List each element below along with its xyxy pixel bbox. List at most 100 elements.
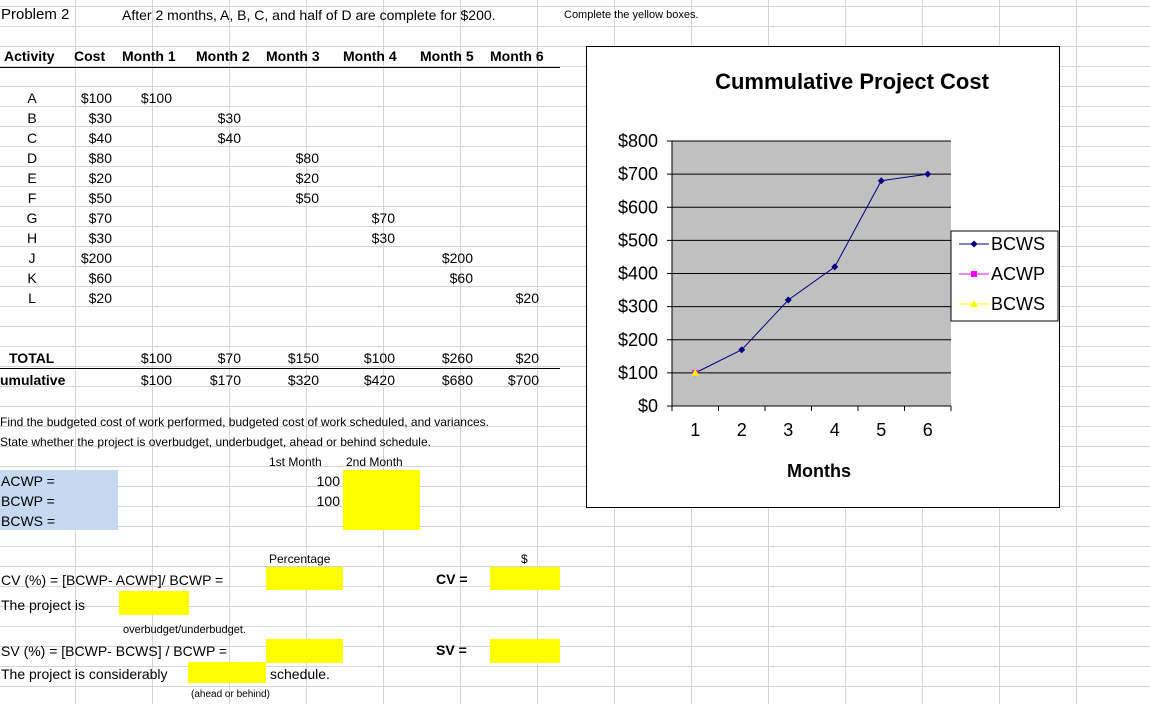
activity-id: J (28, 250, 36, 266)
second-month-header: 2nd Month (346, 455, 403, 469)
total-value: $150 (287, 350, 319, 366)
column-header-month-3: Month 3 (266, 48, 320, 64)
label-highlight (0, 470, 118, 530)
month-value: $30 (371, 230, 395, 246)
total-value: $100 (363, 350, 395, 366)
total-value: $20 (515, 350, 539, 366)
activity-id: B (27, 110, 37, 126)
cumulative-value: $100 (140, 372, 172, 388)
project-is-text: The project is (1, 597, 86, 613)
legend-marker (970, 300, 978, 307)
activity-cost: $20 (88, 170, 112, 186)
legend-label: BCWS (991, 234, 1045, 254)
header-underline (0, 67, 560, 68)
data-point (831, 263, 839, 271)
month-value: $80 (295, 150, 319, 166)
activity-cost: $30 (88, 110, 112, 126)
column-header-cost: Cost (74, 48, 106, 64)
activity-id: L (28, 290, 36, 306)
month-value: $20 (515, 290, 539, 306)
cumulative-value: $170 (209, 372, 241, 388)
y-tick-label: $500 (618, 230, 658, 250)
first-month-header: 1st Month (269, 455, 322, 469)
cumulative-value: $420 (363, 372, 395, 388)
question-line-1: Find the budgeted cost of work performed… (0, 415, 489, 429)
activity-id: D (26, 150, 38, 166)
bcws-label: BCWS = (1, 513, 56, 529)
column-header-month-6: Month 6 (490, 48, 544, 64)
y-tick-label: $400 (618, 264, 658, 284)
month-value: $20 (295, 170, 319, 186)
y-tick-label: $300 (618, 297, 658, 317)
total-value: $100 (140, 350, 172, 366)
data-point (691, 368, 700, 376)
chart-container: Cummulative Project Cost $0 $100 $200 $300 $4… (586, 46, 1060, 508)
activity-id: H (26, 230, 38, 246)
column-header-month-4: Month 4 (343, 48, 397, 64)
column-header-month-1: Month 1 (122, 48, 176, 64)
y-tick-label: $0 (638, 396, 658, 416)
month-value: $200 (441, 250, 473, 266)
data-point (738, 346, 746, 354)
cv-dollar-box[interactable] (490, 567, 560, 590)
percentage-header: Percentage (269, 552, 331, 566)
budget-status-box[interactable] (119, 591, 189, 615)
activity-cost: $80 (88, 150, 112, 166)
sv-percent-box[interactable] (266, 639, 343, 663)
data-point (924, 170, 932, 178)
activity-cost: $40 (88, 130, 112, 146)
schedule-text: schedule. (270, 666, 330, 682)
question-line-2: State whether the project is overbudget,… (0, 435, 431, 449)
over-under-hint: overbudget/underbudget. (123, 624, 246, 636)
y-tick-label: $700 (618, 164, 658, 184)
x-tick-label: 4 (830, 420, 840, 440)
total-divider (0, 368, 560, 369)
activity-cost: $200 (80, 250, 112, 266)
month-value: $70 (371, 210, 395, 226)
x-tick-label: 1 (690, 420, 700, 440)
cumulative-cost-chart: Cummulative Project Cost $0 $100 $200 $300 $4… (618, 69, 1059, 481)
legend-label: BCWS (991, 294, 1045, 314)
cumulative-value: $700 (507, 372, 539, 388)
activity-cost: $100 (80, 90, 112, 106)
x-tick-label: 3 (783, 420, 793, 440)
cumulative-value: $320 (287, 372, 319, 388)
cumulative-label: umulative (0, 372, 66, 388)
column-header-activity: Activity (4, 48, 55, 64)
schedule-status-box[interactable] (188, 662, 266, 683)
legend-marker (971, 271, 977, 277)
month-value: $60 (449, 270, 473, 286)
activity-id: F (27, 190, 37, 206)
project-considerably-text: The project is considerably (1, 666, 168, 682)
legend-marker (970, 240, 978, 248)
column-header-month-5: Month 5 (420, 48, 474, 64)
month2-answer-boxes[interactable] (343, 470, 420, 530)
cumulative-value: $680 (441, 372, 473, 388)
data-point (877, 177, 885, 185)
column-header-month-2: Month 2 (196, 48, 250, 64)
activity-cost: $30 (88, 230, 112, 246)
month-value: $30 (217, 110, 241, 126)
legend-box (950, 230, 1059, 322)
activity-id: A (27, 90, 37, 106)
bcwp-label: BCWP = (1, 493, 55, 509)
y-tick-label: $800 (618, 131, 658, 151)
legend-label: ACWP (991, 264, 1045, 284)
cv-percent-box[interactable] (266, 567, 343, 590)
data-point (784, 296, 792, 304)
x-tick-label: 6 (923, 420, 933, 440)
activity-cost: $70 (88, 210, 112, 226)
activity-cost: $20 (88, 290, 112, 306)
sv-dollar-box[interactable] (490, 639, 560, 663)
activity-cost: $60 (88, 270, 112, 286)
dollar-header: $ (521, 552, 528, 566)
problem-title: Problem 2 (1, 6, 70, 23)
cv-formula: CV (%) = [BCWP- ACWP]/ BCWP = (1, 572, 224, 588)
month-value: $50 (295, 190, 319, 206)
x-tick-label: 2 (737, 420, 747, 440)
month-value: $40 (217, 130, 241, 146)
activity-id: K (27, 270, 37, 286)
sv-label: SV = (436, 642, 467, 658)
month-value: $100 (140, 90, 172, 106)
activity-id: G (26, 210, 38, 226)
